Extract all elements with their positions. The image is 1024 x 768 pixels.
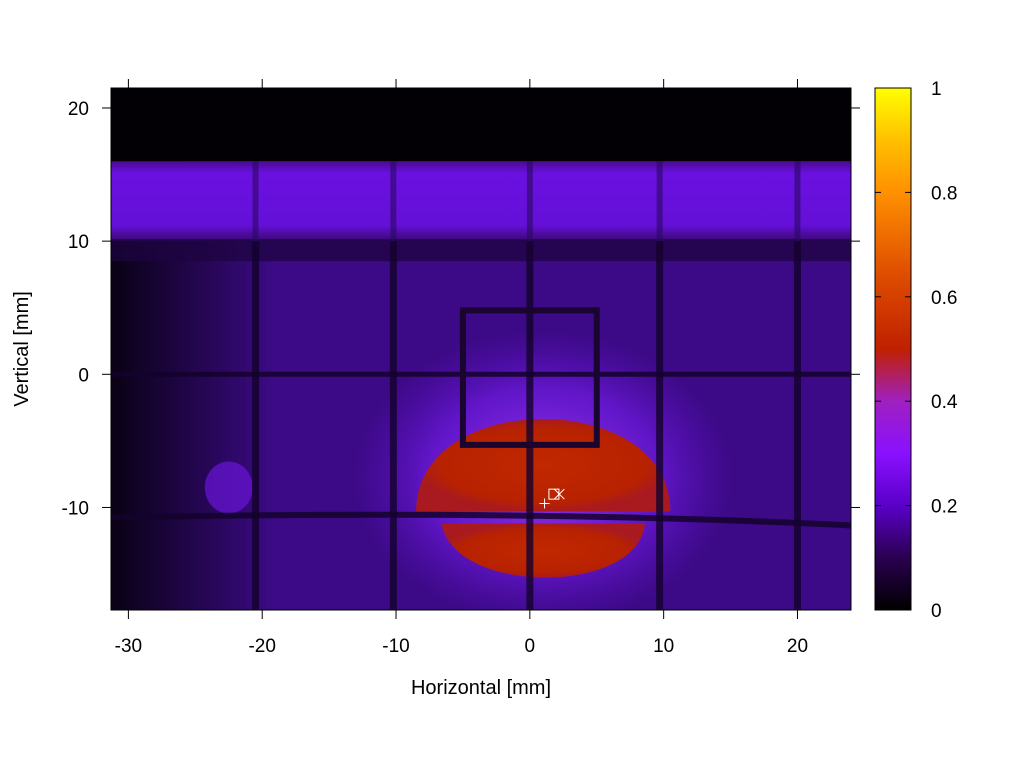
marker-plus	[539, 498, 550, 509]
plot-frame	[110, 87, 852, 611]
colorbar-tick-label: 0.2	[931, 497, 957, 518]
x-tick-label: 10	[653, 636, 674, 657]
left-faint-spot	[204, 461, 253, 514]
y-tick-label: 10	[68, 232, 89, 253]
x-tick-label: -30	[115, 636, 142, 657]
hot-spot-lower	[441, 523, 645, 578]
x-tick-label: -20	[248, 636, 275, 657]
axes: -30 -20 -10 0 10 20 20 10 0 -10	[62, 79, 860, 657]
y-tick-label: -10	[62, 498, 89, 519]
x-tick-label: 0	[525, 636, 536, 657]
beam-markers	[539, 488, 565, 509]
x-tick-label: -10	[382, 636, 409, 657]
marker-cross	[553, 488, 565, 500]
colorbar-tick-label: 1	[931, 79, 942, 100]
colorbar-axis: 0 0.2 0.4 0.6 0.8 1	[875, 79, 958, 622]
colorbar-tick-label: 0.4	[931, 392, 958, 413]
colorbar-tick-label: 0.6	[931, 288, 957, 309]
y-tick-label: 20	[68, 99, 89, 120]
colorbar	[874, 87, 912, 611]
x-axis-label: Horizontal [mm]	[411, 677, 551, 699]
grid-wire-horizontal	[111, 511, 851, 529]
colorbar-tick-label: 0	[931, 601, 942, 622]
bright-band	[111, 161, 851, 242]
heatmap-image	[111, 88, 851, 610]
colorbar-tick-label: 0.8	[931, 183, 957, 204]
band-lower-edge	[111, 239, 851, 262]
y-axis-label: Vertical [mm]	[11, 291, 33, 407]
top-dark-band	[111, 88, 851, 162]
y-tick-label: 0	[78, 365, 89, 386]
square-frame	[459, 307, 600, 448]
x-tick-label: 20	[787, 636, 808, 657]
